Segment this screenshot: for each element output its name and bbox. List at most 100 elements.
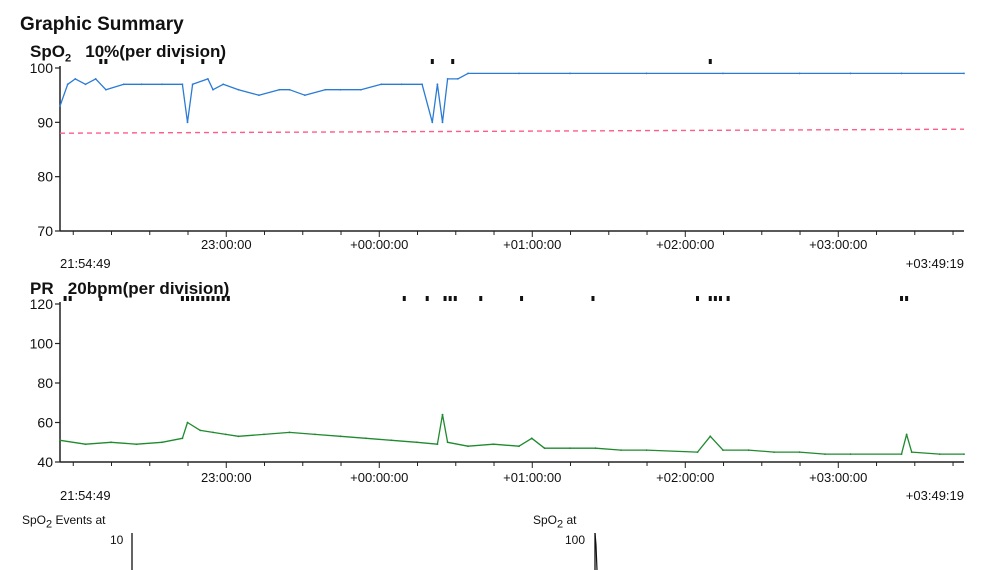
pr-data-point (59, 439, 61, 442)
pr-data-point (441, 413, 444, 416)
pr-data-point (492, 443, 495, 446)
pr-x-tick-label: +03:00:00 (809, 470, 867, 485)
pr-event-marker (226, 296, 230, 301)
pr-data-point (620, 449, 622, 452)
pr-data-point (849, 453, 852, 455)
pr-event-marker (425, 296, 429, 301)
pr-data-point (594, 447, 597, 450)
pr-event-marker (191, 296, 195, 301)
pr-event-marker (453, 296, 457, 301)
spo2-data-point (421, 83, 424, 86)
spo2-data-point (66, 83, 69, 86)
spo2-x-tick-label: +00:00:00 (350, 237, 408, 252)
pr-event-marker (211, 296, 215, 301)
pr-data-point (722, 449, 724, 452)
spo2-events-label-main: SpO (22, 513, 47, 527)
pr-event-marker (726, 296, 730, 301)
pr-data-point (467, 445, 469, 448)
spo2-x-tick-label: +02:00:00 (656, 237, 714, 252)
pr-data-point (645, 449, 648, 452)
pr-data-point (569, 447, 571, 450)
spo2-threshold-line (59, 128, 965, 134)
spo2-data-point (186, 121, 189, 124)
pr-data-point (910, 451, 913, 454)
pr-event-marker (696, 296, 700, 301)
spo2-x-end-label: +03:49:19 (906, 256, 964, 271)
pr-event-marker (713, 296, 717, 301)
spo2-data-point (237, 88, 240, 91)
pr-event-marker (216, 296, 220, 301)
pr-data-point (709, 435, 712, 438)
spo2-data-point (569, 72, 571, 75)
pr-data-point (263, 433, 265, 436)
spo2-y-tick-label: 80 (37, 169, 53, 185)
spo2-data-point (798, 72, 801, 75)
pr-y-tick-label: 80 (37, 375, 53, 391)
spo2-data-point (59, 105, 61, 107)
pr-data-point (288, 431, 291, 434)
pr-data-point (186, 421, 189, 424)
pr-event-marker (448, 296, 452, 301)
spo2-data-point (431, 121, 434, 124)
spo2-data-point (303, 94, 306, 97)
pr-event-marker (718, 296, 722, 301)
spo2-data-point (122, 83, 125, 86)
spo2-data-point (105, 88, 107, 91)
pr-event-marker (186, 296, 190, 301)
spo2-data-point (324, 88, 327, 91)
pr-data-point (110, 441, 112, 444)
pr-data-point (900, 453, 903, 455)
spo2-at-label-main: SpO (533, 513, 558, 527)
pr-event-marker (443, 296, 447, 301)
spo2-event-marker (219, 59, 223, 64)
spo2-title-main: SpO (30, 42, 65, 61)
pr-event-marker (905, 296, 909, 301)
spo2-x-tick-label: +03:00:00 (809, 237, 867, 252)
pr-data-point (696, 451, 699, 454)
spo2-data-point (722, 72, 724, 75)
spo2-event-marker (451, 59, 455, 64)
pr-data-point (224, 433, 227, 436)
spo2-data-point (380, 83, 383, 86)
spo2-event-marker (104, 59, 108, 64)
spo2-data-point (900, 72, 903, 75)
pr-x-tick-label: +02:00:00 (656, 470, 714, 485)
spo2-data-point (258, 94, 260, 97)
pr-x-tick-label: +01:00:00 (503, 470, 561, 485)
spo2-data-point (467, 72, 469, 75)
pr-title-main: PR (30, 279, 54, 298)
spo2-data-point (441, 121, 444, 124)
pr-data-point (199, 429, 202, 432)
pr-x-end-label: +03:49:19 (906, 488, 964, 503)
pr-data-point (824, 453, 826, 455)
spo2-data-point (400, 83, 403, 86)
spo2-data-point (181, 83, 184, 86)
spo2-series-line (59, 72, 964, 123)
page-title: Graphic Summary (20, 14, 184, 35)
pr-data-point (773, 451, 775, 454)
pr-event-marker (206, 296, 210, 301)
spo2-events-value: 10 (110, 533, 124, 547)
spo2-at-histogram-line (594, 532, 598, 570)
pr-data-point (212, 431, 214, 434)
spo2-data-point (212, 88, 214, 91)
spo2-data-point (222, 83, 225, 86)
spo2-chart-title: SpO2 10%(per division) (30, 42, 226, 64)
pr-data-point (436, 443, 439, 446)
spo2-data-point (161, 83, 163, 86)
pr-chart: 120 100 80 60 40 23:00:00 +00:00:00 +01:00:00 +0… (30, 296, 965, 503)
spo2-at-label-rest: at (563, 513, 577, 527)
pr-data-point (530, 437, 533, 440)
pr-data-point (798, 451, 801, 454)
pr-event-marker (591, 296, 595, 301)
spo2-data-point (84, 83, 87, 86)
spo2-data-point (456, 77, 459, 80)
spo2-data-point (360, 88, 362, 91)
spo2-title-sub: 2 (64, 52, 72, 65)
spo2-chart: 100 90 80 70 23:00:00 +00:00:00 +01:00:00 +02:0… (30, 59, 965, 271)
pr-event-marker (520, 296, 524, 301)
spo2-event-marker (201, 59, 205, 64)
pr-data-point (365, 437, 367, 440)
pr-data-point (963, 453, 965, 455)
pr-y-tick-label: 60 (37, 415, 53, 431)
